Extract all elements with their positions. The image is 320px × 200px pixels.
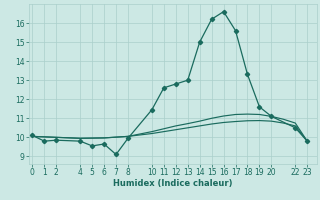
X-axis label: Humidex (Indice chaleur): Humidex (Indice chaleur) — [113, 179, 233, 188]
